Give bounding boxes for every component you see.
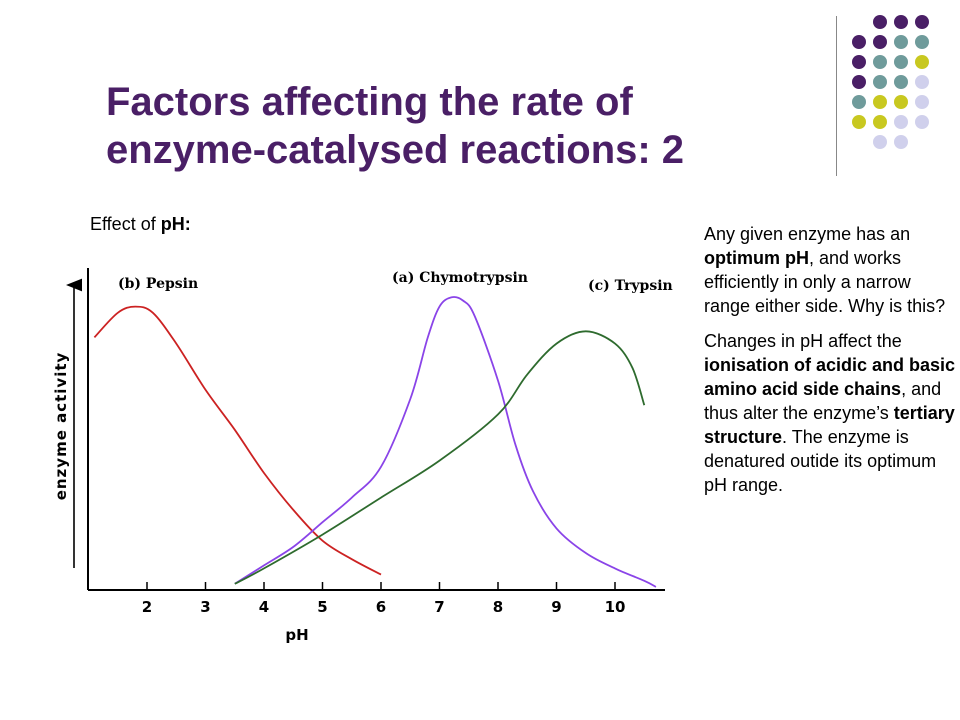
- p1-text-c: , and works efficiently in only a narrow…: [704, 248, 946, 316]
- ph-activity-chart: enzyme activity pH 2 3 4 5 6 7 8 9 10 (b) Pepsin…: [52, 268, 673, 644]
- series-line-1: [234, 296, 657, 588]
- decorative-dot: [915, 15, 929, 29]
- decorative-dot: [915, 115, 929, 129]
- y-axis-label: enzyme activity: [52, 352, 70, 501]
- series-line-2: [234, 330, 646, 585]
- x-tick-label: 3: [200, 598, 210, 616]
- decorative-dot: [894, 75, 908, 89]
- decorative-dot: [873, 135, 887, 149]
- decorative-dot: [852, 95, 866, 109]
- decorative-dot: [852, 35, 866, 49]
- decorative-dot: [894, 135, 908, 149]
- chart-caption: Effect of pH:: [90, 214, 191, 235]
- x-axis-label: pH: [285, 626, 308, 644]
- decorative-dot: [894, 15, 908, 29]
- decorative-dot: [915, 75, 929, 89]
- decorative-dot: [873, 75, 887, 89]
- x-tick-label: 6: [376, 598, 386, 616]
- decorative-dot: [915, 95, 929, 109]
- chart-caption-prefix: Effect of: [90, 214, 161, 234]
- decorative-dot: [873, 35, 887, 49]
- series-label-1: (a) Chymotrypsin: [392, 270, 528, 286]
- p1-optimum-ph: optimum pH: [704, 248, 809, 268]
- slide-title-line-2: enzyme-catalysed reactions: 2: [106, 128, 685, 172]
- x-tick-label: 8: [493, 598, 503, 616]
- p2-text-e: . The enzyme is denatured outide its opt…: [704, 427, 937, 495]
- decorative-dot: [894, 115, 908, 129]
- slide-title-line-1: Factors affecting the rate of: [106, 80, 633, 124]
- decorative-dot: [873, 15, 887, 29]
- x-tick-label: 9: [551, 598, 561, 616]
- series-line-0: [93, 305, 382, 576]
- decorative-dot: [915, 35, 929, 49]
- series-label-0: (b) Pepsin: [118, 276, 198, 292]
- decorative-dot: [852, 55, 866, 69]
- explanation-paragraph-2: Changes in pH affect the ionisation of a…: [704, 329, 958, 497]
- decorative-dot: [852, 75, 866, 89]
- p2-text-c: , and thus alter the enzyme’s: [704, 379, 942, 423]
- explanation-paragraph-1: Any given enzyme has an optimum pH, and …: [704, 222, 958, 318]
- decorative-dot: [915, 55, 929, 69]
- decorative-dot: [873, 115, 887, 129]
- p2-tertiary-structure: tertiary structure: [704, 403, 955, 447]
- x-tick-label: 4: [259, 598, 269, 616]
- x-tick-label: 5: [317, 598, 327, 616]
- chart-caption-bold: pH:: [160, 214, 191, 234]
- p2-ionisation: ionisation of acidic and basic amino aci…: [704, 355, 956, 399]
- decorative-dot: [894, 95, 908, 109]
- x-tick-label: 7: [434, 598, 444, 616]
- slide-title: Factors affecting the rate of enzyme-cat…: [106, 78, 806, 174]
- decorative-dot: [894, 35, 908, 49]
- decorative-divider: [836, 16, 837, 176]
- x-tick-label: 2: [142, 598, 152, 616]
- x-tick-label: 10: [605, 598, 626, 616]
- decorative-dot: [873, 95, 887, 109]
- p2-text-a: Changes in pH affect the: [704, 331, 902, 351]
- decorative-dot: [894, 55, 908, 69]
- explanation-text: Any given enzyme has an optimum pH, and …: [704, 222, 958, 508]
- series-label-2: (c) Trypsin: [588, 278, 673, 294]
- p1-text-a: Any given enzyme has an: [704, 224, 911, 244]
- decorative-dot: [852, 115, 866, 129]
- decorative-dot: [873, 55, 887, 69]
- decorative-dot-grid: [852, 15, 929, 149]
